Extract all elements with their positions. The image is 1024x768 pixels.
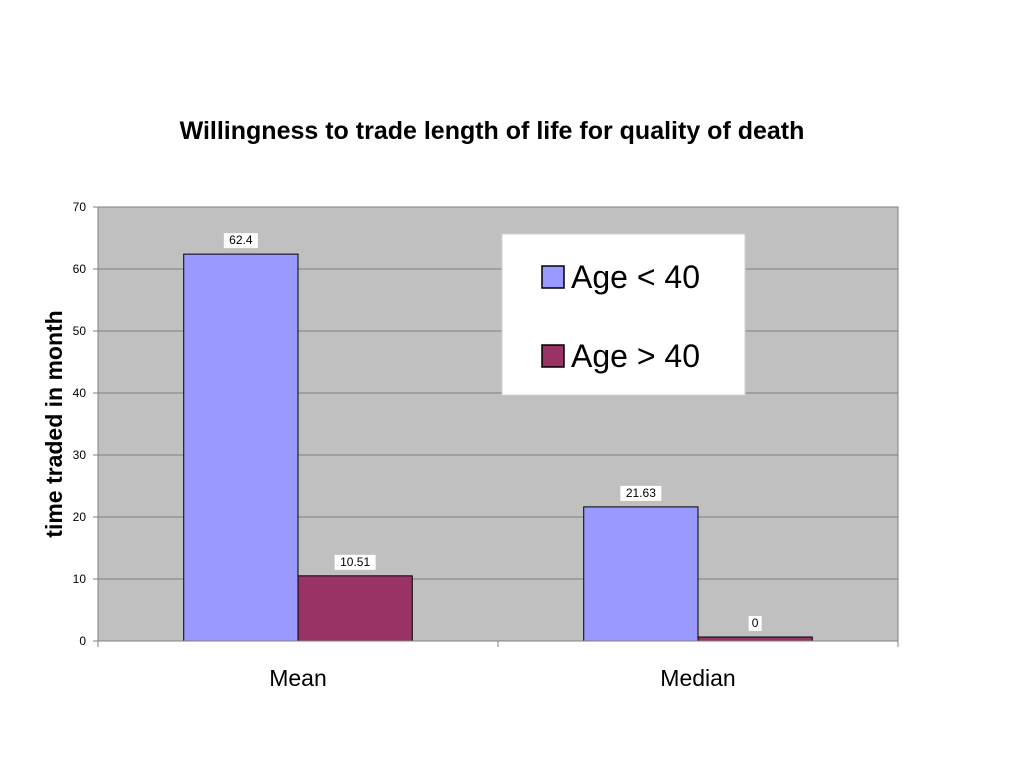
legend-label-age-over-40: Age > 40 [571, 338, 700, 374]
data-label-mean-series-1: 10.51 [340, 555, 370, 569]
data-label-bg-median-series-0 [620, 485, 662, 501]
y-tick-label-70: 70 [73, 200, 87, 214]
legend-box [501, 233, 746, 396]
legend-swatch-age-under-40 [541, 265, 565, 289]
bars [183, 253, 813, 642]
bar-mean-series-1 [297, 575, 413, 642]
legend-swatch-age-over-40 [541, 344, 565, 368]
bar-median-series-1 [697, 636, 813, 642]
y-tick-label-20: 20 [73, 510, 87, 524]
data-label-median-series-1: 0 [752, 616, 759, 630]
data-label-mean-series-0: 62.4 [229, 233, 253, 247]
y-ticks: 0 10 20 30 40 50 60 70 [73, 200, 98, 648]
y-tick-label-30: 30 [73, 448, 87, 462]
y-tick-label-60: 60 [73, 262, 87, 276]
y-tick-label-50: 50 [73, 324, 87, 338]
data-label-bg-median-series-1 [748, 616, 762, 631]
y-tick-label-10: 10 [73, 572, 87, 586]
category-label-median: Median [660, 665, 735, 691]
x-axis [97, 640, 899, 647]
category-labels: Mean Median [269, 665, 735, 691]
y-tick-label-0: 0 [79, 634, 86, 648]
category-label-mean: Mean [269, 665, 327, 691]
data-label-bg-mean-series-1 [334, 554, 376, 570]
legend: Age < 40 Age > 40 [501, 233, 746, 396]
bar-median-series-0 [583, 506, 699, 642]
data-labels: 62.4 10.51 21.63 0 [223, 233, 762, 631]
y-axis-label: time traded in month [41, 310, 67, 537]
bar-mean-series-0 [183, 253, 299, 642]
y-tick-label-40: 40 [73, 386, 87, 400]
data-label-bg-mean-series-0 [223, 233, 258, 249]
data-label-median-series-0: 21.63 [626, 486, 656, 500]
chart-title: Willingness to trade length of life for … [180, 117, 805, 145]
legend-label-age-under-40: Age < 40 [571, 259, 700, 295]
